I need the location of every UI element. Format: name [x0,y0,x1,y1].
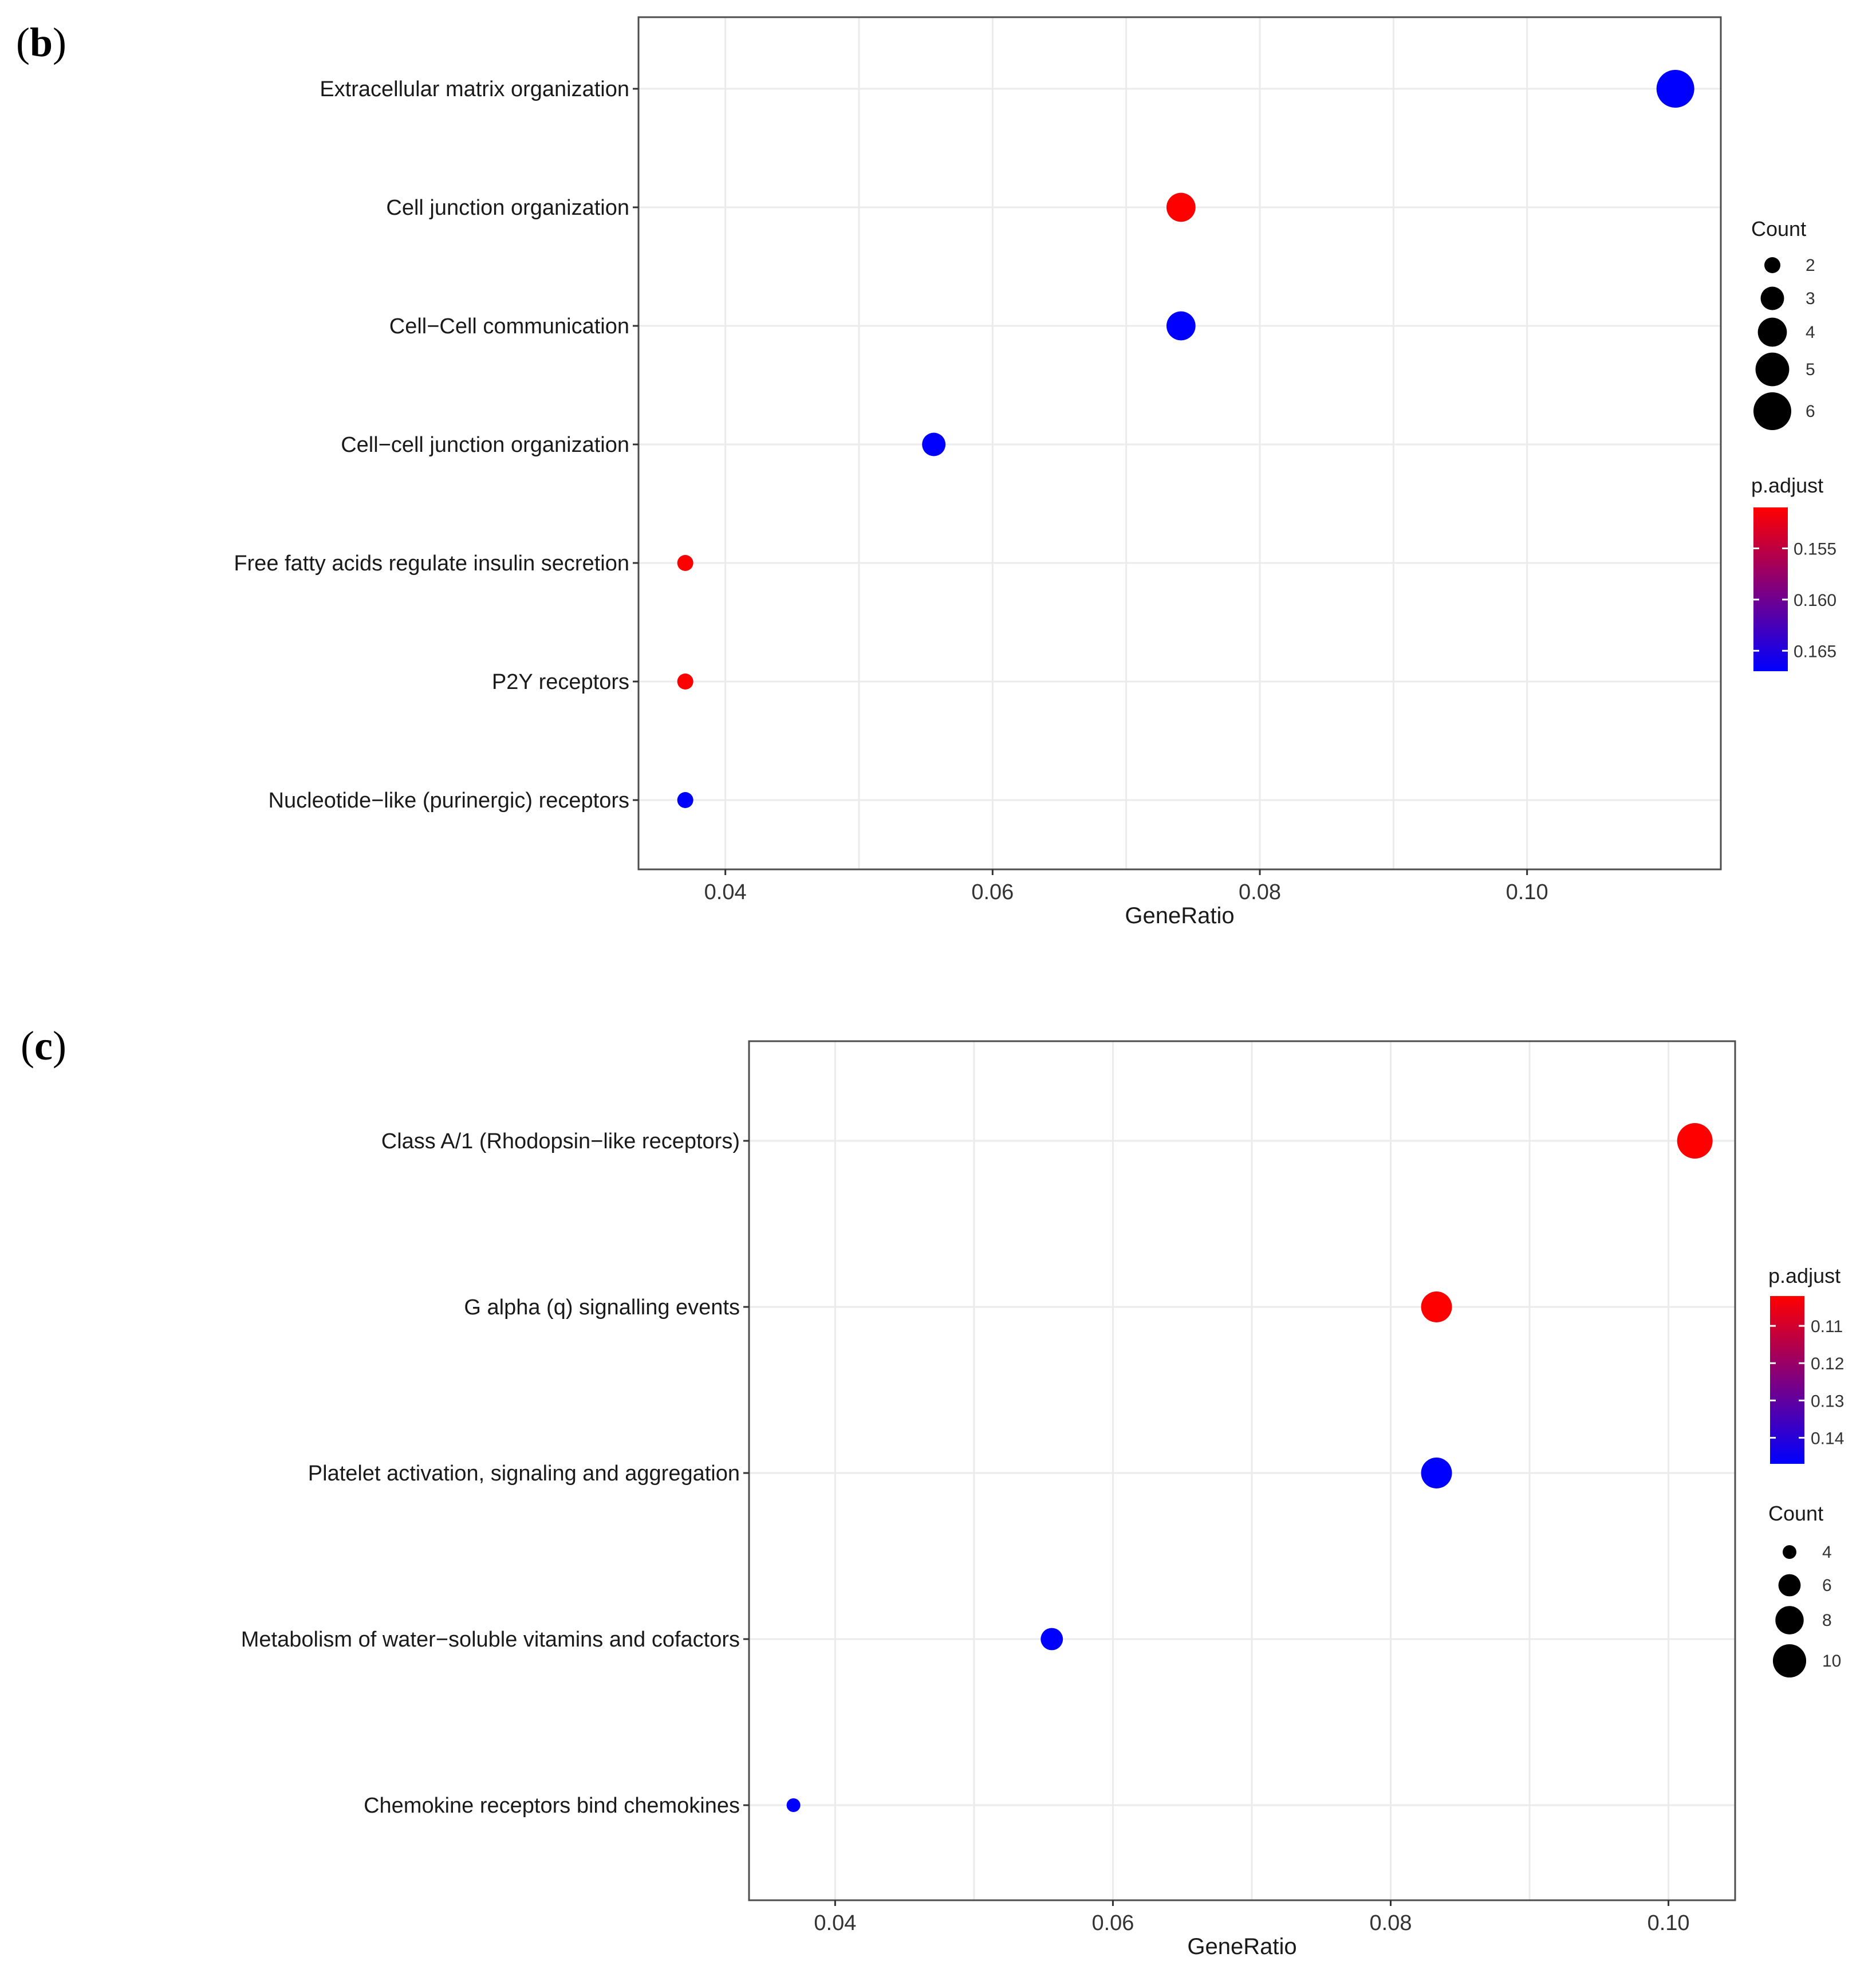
chart-c-colorbar-tick-label: 0.13 [1811,1392,1844,1411]
chart-b-category-label: Cell−cell junction organization [341,433,629,457]
chart-b-count-legend-dot [1753,392,1791,430]
chart-b-count-legend-dot [1764,257,1780,273]
chart-c-point [1677,1123,1713,1159]
chart-c-x-tick-label: 0.08 [1370,1911,1412,1935]
chart-c-point [1421,1458,1452,1488]
chart-c-count-legend-label: 4 [1822,1543,1832,1562]
chart-b-count-legend-label: 3 [1806,289,1815,308]
chart-b-count-legend-label: 5 [1806,360,1815,379]
chart-b-count-legend-title: Count [1751,217,1806,241]
chart-c-colorbar-tick-label: 0.11 [1811,1317,1843,1336]
chart-b-point [1656,70,1694,108]
chart-c-count-legend-dot [1775,1606,1804,1635]
chart-c-count-legend-label: 6 [1822,1576,1832,1595]
chart-b-colorbar-tick-label: 0.155 [1794,540,1836,559]
chart-b-point [677,674,693,690]
chart-c-padjust-legend-title: p.adjust [1768,1264,1840,1287]
chart-b-count-legend-dot [1760,286,1784,310]
chart-b-point [1166,311,1196,341]
chart-c-count-legend-dot [1778,1574,1801,1597]
chart-b-colorbar-tick-label: 0.160 [1794,591,1836,610]
chart-c-category-label: Metabolism of water−soluble vitamins and… [241,1628,740,1652]
chart-b-padjust-colorbar [1753,507,1788,671]
chart-c-category-label: Class A/1 (Rhodopsin−like receptors) [381,1129,740,1153]
chart-c-count-legend-label: 8 [1822,1611,1832,1630]
chart-b-category-label: P2Y receptors [492,670,629,694]
chart-c-x-tick-label: 0.10 [1648,1911,1690,1935]
dot-plot-c: Class A/1 (Rhodopsin−like receptors) G al… [241,1040,1844,1959]
panel-label-b: (b) [16,19,66,65]
chart-c-count-legend-dot [1783,1545,1796,1559]
chart-b-category-label: Nucleotide−like (purinergic) receptors [269,789,629,813]
chart-c-point [786,1798,801,1812]
chart-c-count-legend-dot [1772,1644,1807,1678]
chart-c-category-label: Chemokine receptors bind chemokines [364,1794,740,1818]
chart-c-colorbar-tick-label: 0.14 [1811,1429,1844,1448]
chart-b-plot-frame [637,16,1722,871]
dot-plot-b: Extracellular matrix organization Cell ju… [234,16,1836,928]
chart-b-point [922,432,946,456]
chart-c-point [1041,1628,1063,1651]
chart-b-category-label: Free fatty acids regulate insulin secret… [234,552,629,576]
chart-c-category-label: Platelet activation, signaling and aggre… [308,1462,740,1486]
chart-c-category-label: G alpha (q) signalling events [464,1295,740,1320]
chart-b-category-label: Extracellular matrix organization [320,77,629,101]
panel-label-c: (c) [21,1023,66,1069]
chart-b-x-tick-label: 0.08 [1239,880,1281,904]
chart-b-count-legend-label: 2 [1806,256,1815,275]
chart-b-point [677,792,693,808]
chart-b-count-legend-label: 6 [1806,402,1815,421]
chart-c-x-tick-label: 0.04 [814,1911,856,1935]
chart-b-count-legend-dot [1755,352,1790,387]
chart-b-colorbar-tick-label: 0.165 [1794,642,1836,661]
chart-b-point [1166,192,1196,222]
chart-b-count-legend-label: 4 [1806,323,1815,342]
chart-c-count-legend-label: 10 [1822,1652,1841,1671]
chart-c-count-legend-title: Count [1768,1502,1823,1525]
chart-b-x-tick-label: 0.06 [971,880,1014,904]
chart-c-colorbar-tick-label: 0.12 [1811,1354,1844,1373]
chart-c-point [1421,1291,1452,1322]
chart-b-x-axis-title: GeneRatio [1125,903,1234,928]
chart-b-category-label: Cell−Cell communication [389,314,629,338]
chart-b-count-legend-dot [1757,317,1787,347]
chart-b-x-tick-label: 0.04 [704,880,747,904]
chart-c-x-axis-title: GeneRatio [1187,1934,1296,1959]
chart-c-plot-frame [748,1040,1736,1901]
chart-b-point [677,555,693,571]
chart-b-padjust-legend-title: p.adjust [1751,474,1823,497]
chart-c-padjust-colorbar [1770,1296,1804,1464]
chart-b-x-tick-label: 0.10 [1506,880,1548,904]
chart-b-category-label: Cell junction organization [386,196,629,220]
chart-c-x-tick-label: 0.06 [1091,1911,1134,1935]
